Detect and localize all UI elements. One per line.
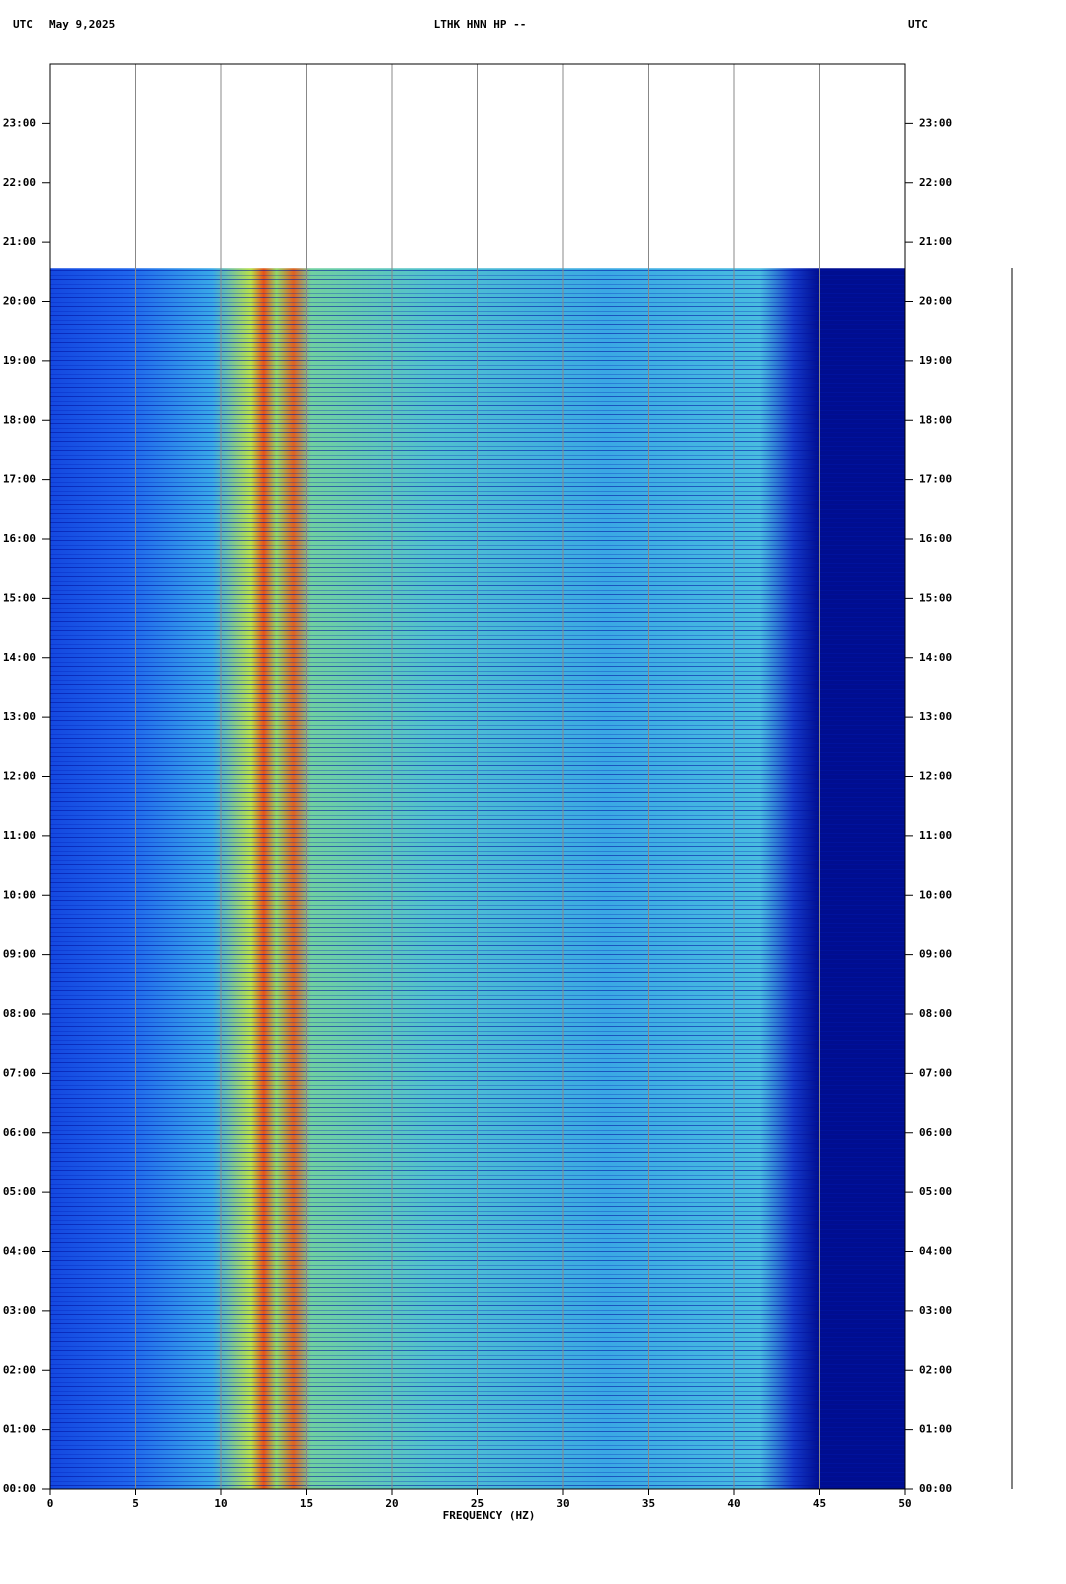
- y-tick-label-right: 23:00: [919, 116, 952, 129]
- y-tick-label-right: 18:00: [919, 413, 952, 426]
- x-tick-label: 0: [47, 1497, 54, 1510]
- y-tick-label-left: 01:00: [3, 1423, 36, 1436]
- y-tick-label-left: 16:00: [3, 532, 36, 545]
- x-tick-label: 5: [132, 1497, 139, 1510]
- y-tick-label-right: 15:00: [919, 591, 952, 604]
- y-tick-label-right: 09:00: [919, 948, 952, 961]
- y-tick-label-right: 07:00: [919, 1066, 952, 1079]
- y-tick-label-right: 14:00: [919, 651, 952, 664]
- y-tick-label-left: 06:00: [3, 1126, 36, 1139]
- y-tick-label-right: 04:00: [919, 1245, 952, 1258]
- y-tick-label-left: 09:00: [3, 948, 36, 961]
- timezone-right: UTC: [908, 18, 928, 31]
- y-tick-label-left: 11:00: [3, 829, 36, 842]
- x-tick-label: 25: [471, 1497, 484, 1510]
- y-tick-label-right: 13:00: [919, 710, 952, 723]
- x-tick-label: 45: [813, 1497, 826, 1510]
- y-tick-label-left: 21:00: [3, 235, 36, 248]
- y-tick-label-left: 19:00: [3, 354, 36, 367]
- y-tick-label-left: 17:00: [3, 473, 36, 486]
- y-tick-label-left: 12:00: [3, 770, 36, 783]
- x-tick-label: 30: [556, 1497, 569, 1510]
- x-tick-label: 40: [727, 1497, 740, 1510]
- y-tick-label-left: 05:00: [3, 1185, 36, 1198]
- y-tick-label-right: 21:00: [919, 235, 952, 248]
- y-tick-label-left: 07:00: [3, 1066, 36, 1079]
- y-tick-label-right: 06:00: [919, 1126, 952, 1139]
- y-tick-label-left: 10:00: [3, 888, 36, 901]
- x-tick-label: 15: [300, 1497, 313, 1510]
- y-tick-label-right: 12:00: [919, 770, 952, 783]
- plot-frame: [49, 63, 906, 1490]
- y-tick-label-right: 01:00: [919, 1423, 952, 1436]
- y-tick-label-right: 16:00: [919, 532, 952, 545]
- y-tick-label-right: 08:00: [919, 1007, 952, 1020]
- y-tick-label-left: 03:00: [3, 1304, 36, 1317]
- x-tick-label: 10: [214, 1497, 227, 1510]
- y-tick-label-left: 00:00: [3, 1482, 36, 1495]
- x-axis-label: FREQUENCY (HZ): [443, 1509, 536, 1522]
- x-tick-label: 50: [898, 1497, 911, 1510]
- y-tick-label-left: 14:00: [3, 651, 36, 664]
- y-tick-label-left: 13:00: [3, 710, 36, 723]
- y-tick-label-left: 18:00: [3, 413, 36, 426]
- y-tick-label-left: 04:00: [3, 1245, 36, 1258]
- y-tick-label-right: 22:00: [919, 176, 952, 189]
- x-tick-label: 35: [642, 1497, 655, 1510]
- y-tick-label-left: 08:00: [3, 1007, 36, 1020]
- y-tick-label-left: 22:00: [3, 176, 36, 189]
- y-tick-label-left: 15:00: [3, 591, 36, 604]
- y-tick-label-right: 17:00: [919, 473, 952, 486]
- y-tick-label-right: 19:00: [919, 354, 952, 367]
- y-tick-label-right: 10:00: [919, 888, 952, 901]
- y-tick-label-left: 23:00: [3, 116, 36, 129]
- y-tick-label-right: 02:00: [919, 1363, 952, 1376]
- y-tick-label-left: 02:00: [3, 1363, 36, 1376]
- chart-title: LTHK HNN HP --: [434, 18, 527, 31]
- y-tick-label-right: 03:00: [919, 1304, 952, 1317]
- y-tick-label-right: 00:00: [919, 1482, 952, 1495]
- x-tick-label: 20: [385, 1497, 398, 1510]
- date: May 9,2025: [49, 18, 115, 31]
- y-tick-label-right: 11:00: [919, 829, 952, 842]
- y-tick-label-left: 20:00: [3, 295, 36, 308]
- y-tick-label-right: 05:00: [919, 1185, 952, 1198]
- y-tick-label-right: 20:00: [919, 295, 952, 308]
- timezone-left: UTC: [13, 18, 33, 31]
